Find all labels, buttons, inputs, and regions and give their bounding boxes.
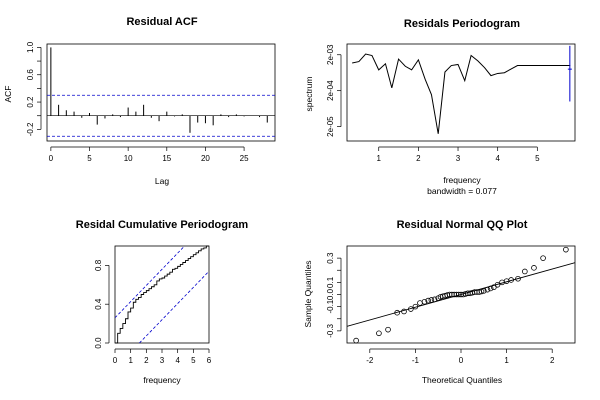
- acf-plot-box: [46, 43, 276, 142]
- qq-point: [421, 298, 428, 305]
- qq-x-tick-label: 1: [504, 356, 509, 365]
- qq-x-tick-label: 0: [459, 356, 464, 365]
- qq-point: [385, 326, 391, 333]
- acf-y-tick-label: -0.2: [26, 122, 35, 136]
- acf-y-tick-label: 1.0: [26, 41, 35, 53]
- acf-xlabel: Lag: [155, 176, 169, 186]
- qq-point: [478, 288, 485, 295]
- periodogram-ylabel: spectrum: [304, 77, 314, 112]
- qq-y-tick-label: 0.3: [326, 252, 335, 264]
- qq-point: [376, 330, 382, 337]
- qq-x-tick-label: -1: [412, 356, 420, 365]
- periodogram-panel: Residals Periodogram 1 2 3 4 5 2e-05 2e-04 2e-0…: [304, 18, 576, 196]
- qq-point: [515, 275, 521, 282]
- qq-point: [417, 300, 423, 306]
- periodogram-y-tick-label: 2e-05: [326, 116, 335, 137]
- periodogram-line: [352, 53, 571, 134]
- acf-y-tick-label: 0.6: [26, 69, 35, 81]
- acf-x-tick-label: 15: [162, 154, 171, 163]
- periodogram-x-tick-label: 5: [535, 154, 540, 163]
- qq-y-tick-label: -0.3: [326, 323, 335, 337]
- qq-point: [431, 296, 438, 303]
- cumperiodogram-x-tick-label: 5: [191, 356, 196, 365]
- acf-title: Residual ACF: [126, 16, 197, 28]
- cumperiodogram-lower-band: [138, 270, 209, 343]
- periodogram-y-tick-label: 2e-03: [326, 44, 335, 65]
- qq-point: [353, 337, 359, 344]
- cumperiodogram-x-tick-label: 1: [128, 356, 133, 365]
- qq-point: [480, 288, 487, 294]
- cumperiodogram-y-tick-label: 0.4: [94, 298, 103, 310]
- qq-x-tick-label: 2: [550, 356, 555, 365]
- qq-x-tick-label: -2: [366, 356, 374, 365]
- qq-point: [494, 281, 501, 288]
- cumperiodogram-x-tick-label: 6: [207, 356, 212, 365]
- cumperiodogram-x-tick-label: 0: [113, 356, 118, 365]
- qq-point: [508, 277, 514, 283]
- periodogram-title: Residals Periodogram: [404, 18, 520, 30]
- periodogram-marks: 1 2 3 4 5 2e-05 2e-04 2e-03: [326, 44, 572, 163]
- qq-marks: -2 -1 0 1 2 -0.3 -0.10.00.1 0.3: [326, 246, 575, 365]
- cumperiodogram-title: Residal Cumulative Periodogram: [76, 219, 249, 231]
- acf-panel: Residual ACF 0 5 10 15 20 25 -0.2 0.2 0.6 1.0 Lag…: [3, 16, 276, 186]
- qq-y-tick-label: 0.1: [326, 276, 335, 288]
- qq-point: [428, 297, 435, 303]
- periodogram-bandwidth: bandwidth = 0.077: [427, 186, 497, 196]
- periodogram-y-tick-label: 2e-04: [326, 80, 335, 101]
- cumperiodogram-y-tick-label: 0.0: [94, 337, 103, 349]
- qq-y-tick-label: -0.1: [326, 299, 335, 313]
- acf-x-tick-label: 0: [49, 154, 54, 163]
- cumperiodogram-x-tick-label: 3: [160, 356, 165, 365]
- qq-plot-box: [346, 245, 576, 344]
- acf-x-tick-label: 25: [240, 154, 249, 163]
- cumperiodogram-plot-box: [114, 245, 210, 344]
- cumperiodogram-y-tick-label: 0.8: [94, 259, 103, 271]
- cumperiodogram-panel: Residal Cumulative Periodogram 0 1 2 3 4 5 6 0.…: [76, 219, 249, 385]
- acf-y-tick-label: 0.2: [26, 96, 35, 108]
- periodogram-x-tick-label: 3: [456, 154, 461, 163]
- qq-point: [522, 268, 528, 275]
- qq-point: [487, 285, 494, 292]
- qq-point: [425, 297, 431, 304]
- qq-ylabel: Sample Quantiles: [303, 260, 313, 327]
- periodogram-x-tick-label: 4: [495, 154, 500, 163]
- cumperiodogram-step: [115, 245, 209, 344]
- qq-xlabel: Theoretical Quantiles: [422, 375, 502, 385]
- qq-point: [484, 286, 491, 293]
- qq-point: [394, 309, 400, 316]
- qq-point: [563, 246, 569, 253]
- qq-point: [412, 303, 419, 310]
- qq-point: [531, 265, 537, 271]
- acf-marks: 0 5 10 15 20 25 -0.2 0.2 0.6 1.0: [26, 41, 275, 163]
- cumperiodogram-x-tick-label: 4: [175, 356, 180, 365]
- qq-title: Residual Normal QQ Plot: [397, 219, 528, 231]
- cumperiodogram-x-tick-label: 2: [144, 356, 149, 365]
- acf-x-tick-label: 5: [87, 154, 92, 163]
- cumperiodogram-xlabel: frequency: [143, 375, 181, 385]
- periodogram-xlabel: frequency: [443, 175, 481, 185]
- periodogram-plot-box: [346, 43, 576, 142]
- periodogram-x-tick-label: 2: [416, 154, 421, 163]
- acf-ylabel: ACF: [3, 86, 13, 103]
- qq-point: [540, 255, 546, 261]
- qq-point: [401, 308, 407, 315]
- acf-x-tick-label: 10: [124, 154, 133, 163]
- qq-y-tick-label: 0.0: [326, 288, 335, 300]
- qq-point: [408, 306, 414, 312]
- qq-panel: Residual Normal QQ Plot -2 -1 0 1 2-0.3-0.10…: [303, 219, 576, 385]
- cumperiodogram-upper-band: [115, 246, 186, 319]
- acf-x-tick-label: 20: [201, 154, 210, 163]
- cumperiodogram-marks: 0 1 2 3 4 5 6 0.0 0.4 0.8: [94, 245, 212, 365]
- periodogram-x-tick-label: 1: [376, 154, 381, 163]
